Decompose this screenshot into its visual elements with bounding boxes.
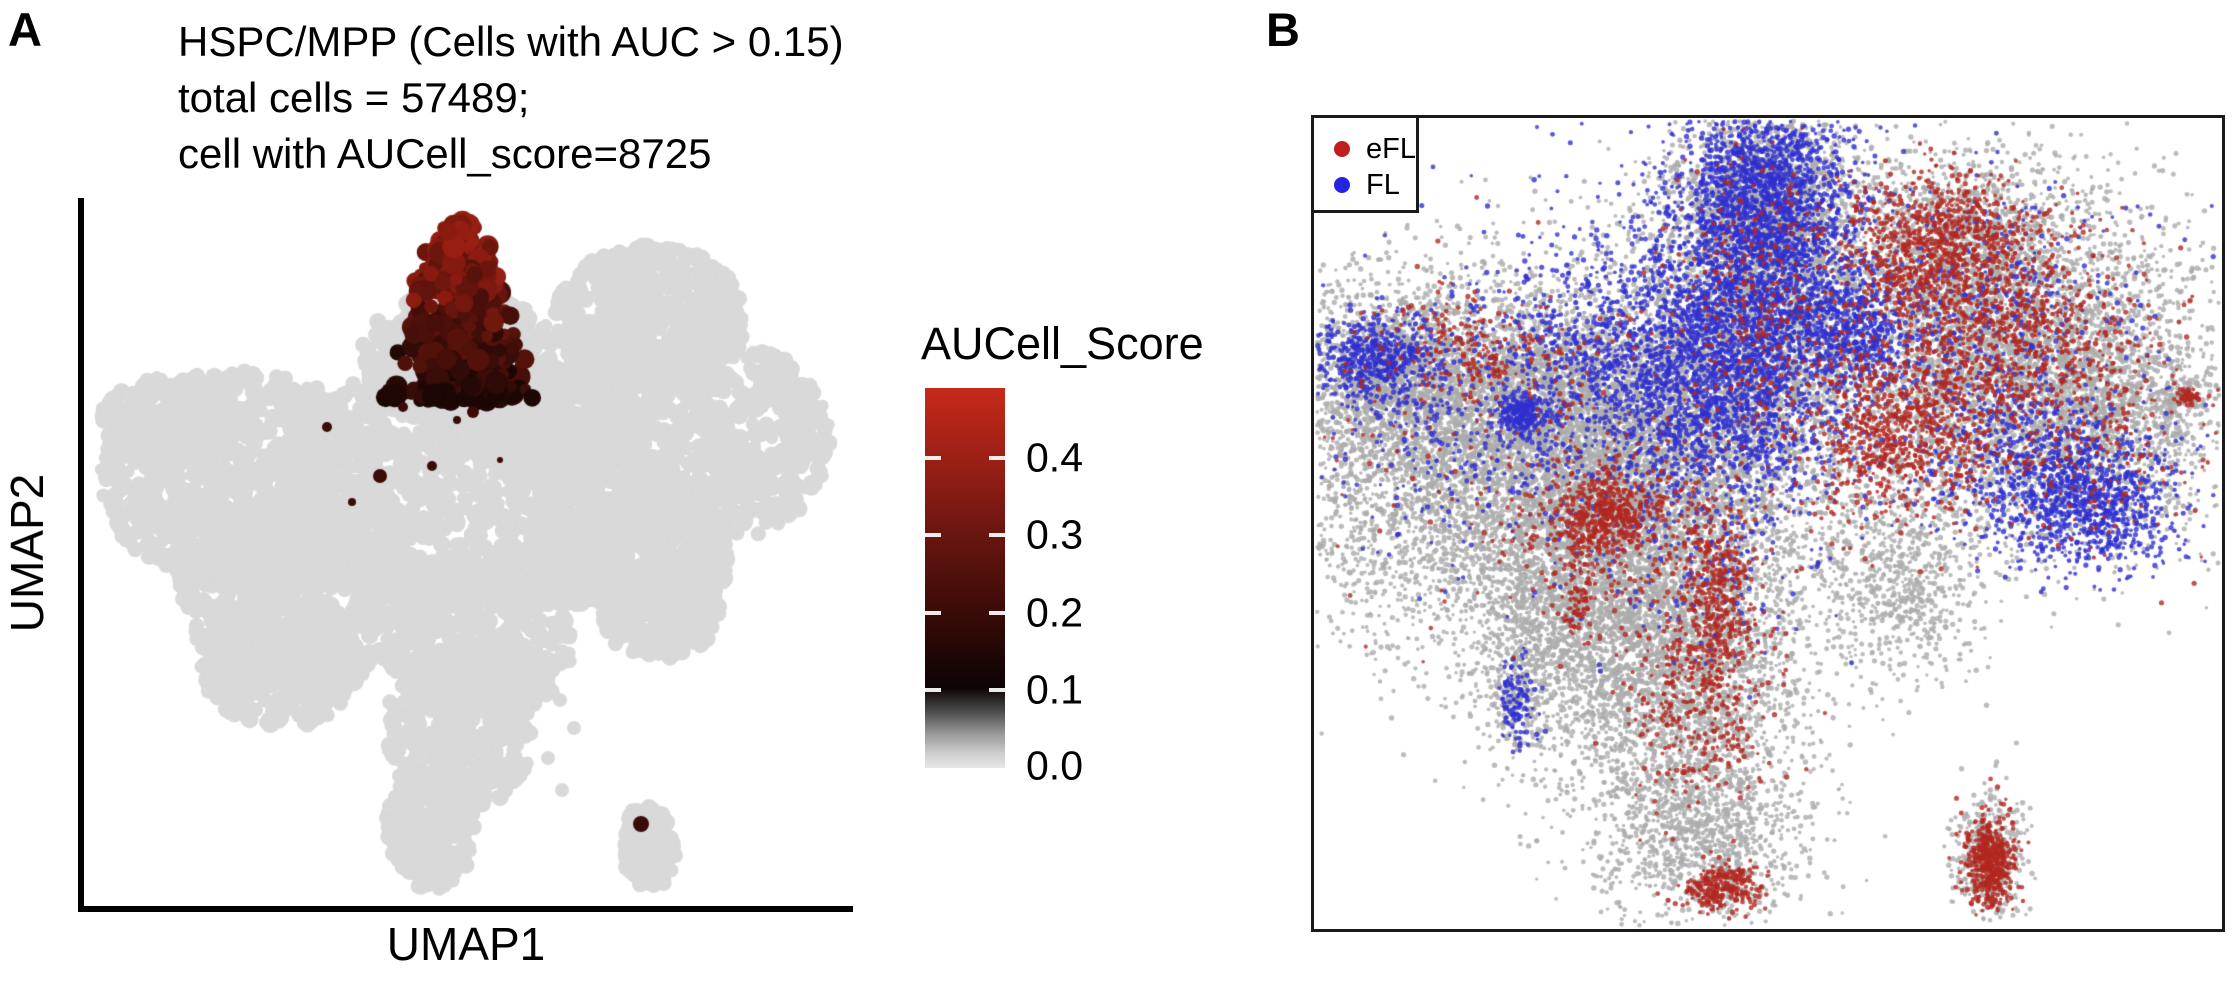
- colorbar-gradient: [925, 388, 1005, 768]
- panel-a-y-axis-label: UMAP2: [1, 473, 53, 633]
- panel-a-y-axis-spine: [78, 198, 84, 912]
- efl-legend-dot-icon: [1334, 141, 1350, 157]
- colorbar-tick-label: 0.3: [1026, 511, 1083, 558]
- colorbar-tick-mark: [925, 533, 941, 538]
- colorbar-tick-mark: [925, 688, 941, 693]
- panel-a-title-line-2: total cells = 57489;: [178, 74, 530, 121]
- panel-a-title: HSPC/MPP (Cells with AUC > 0.15) total ce…: [178, 14, 844, 182]
- panel-b-plot-border: [1311, 115, 2225, 932]
- panel-a-x-axis-spine: [78, 906, 853, 912]
- colorbar-tick-label: 0.4: [1026, 434, 1083, 481]
- fl-legend-label: FL: [1366, 168, 1400, 201]
- colorbar-tick-mark: [925, 455, 941, 460]
- panel-b-legend: eFL FL: [1311, 115, 1419, 213]
- panel-a-title-line-1: HSPC/MPP (Cells with AUC > 0.15): [178, 18, 844, 65]
- colorbar-tick-mark: [989, 455, 1005, 460]
- panel-a-label: A: [8, 3, 42, 56]
- colorbar-tick-mark: [989, 688, 1005, 693]
- efl-legend-label: eFL: [1366, 132, 1416, 165]
- legend-item-efl: eFL: [1314, 132, 1416, 165]
- colorbar-tick-mark: [925, 610, 941, 615]
- fl-legend-dot-icon: [1334, 177, 1350, 193]
- colorbar-tick-mark: [989, 533, 1005, 538]
- colorbar-tick-label: 0.1: [1026, 666, 1083, 713]
- panel-a-x-axis-label: UMAP1: [386, 918, 546, 970]
- colorbar-tick-label: 0.2: [1026, 589, 1083, 636]
- colorbar-title: AUCell_Score: [921, 318, 1204, 369]
- colorbar-tick-mark: [989, 610, 1005, 615]
- legend-item-fl: FL: [1314, 168, 1400, 201]
- panel-b-label: B: [1266, 3, 1300, 56]
- panel-a-title-line-3: cell with AUCell_score=8725: [178, 130, 712, 177]
- colorbar-tick-label: 0.0: [1026, 742, 1083, 789]
